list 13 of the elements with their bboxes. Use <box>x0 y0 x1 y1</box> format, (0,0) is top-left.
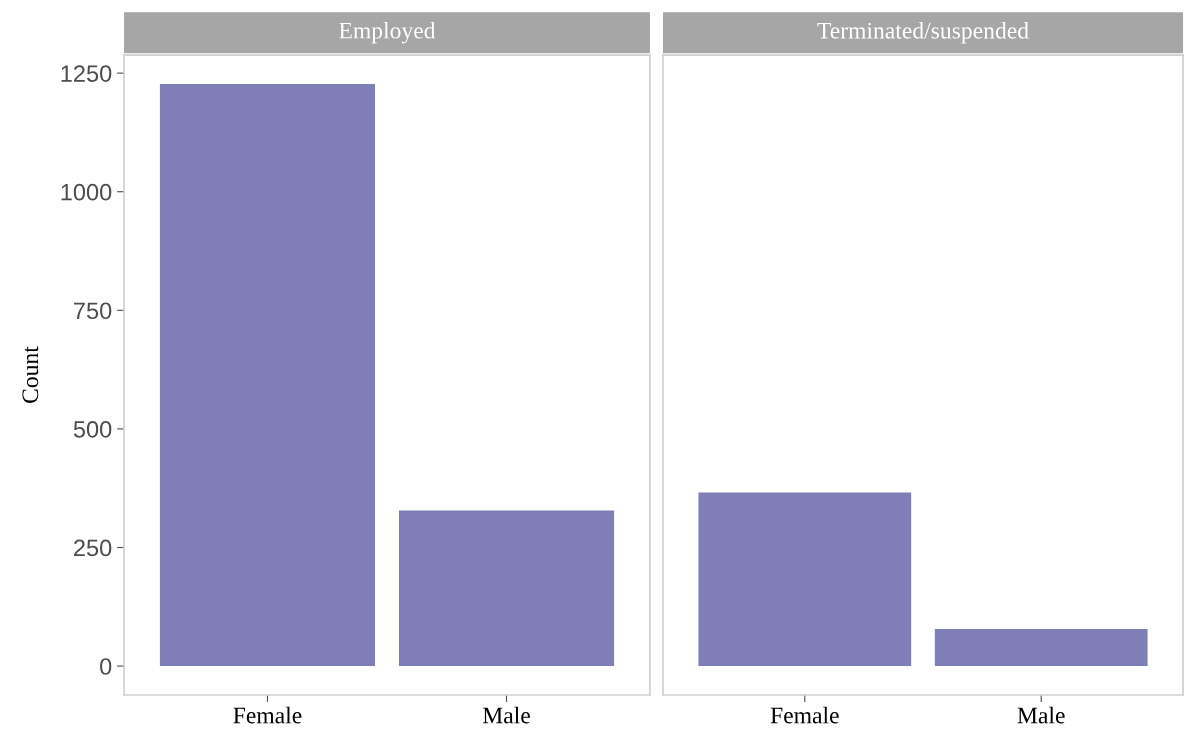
y-tick-label: 0 <box>100 658 112 675</box>
x-tick-label: Female <box>233 706 302 724</box>
y-axis-title: Count <box>22 346 39 403</box>
x-tick-label: Female <box>770 706 839 724</box>
x-tick-label: Male <box>482 706 530 724</box>
chart-title: Employed <box>339 21 436 44</box>
y-tick-label: 1000 <box>61 183 112 201</box>
chart-title: Terminated/suspended <box>817 22 1029 44</box>
y-tick-label: 500 <box>73 420 112 438</box>
y-tick-label: 750 <box>74 302 112 320</box>
y-tick-label: 1250 <box>61 65 112 82</box>
y-tick-label: 250 <box>74 539 112 557</box>
x-tick-label: Male <box>1017 706 1065 724</box>
